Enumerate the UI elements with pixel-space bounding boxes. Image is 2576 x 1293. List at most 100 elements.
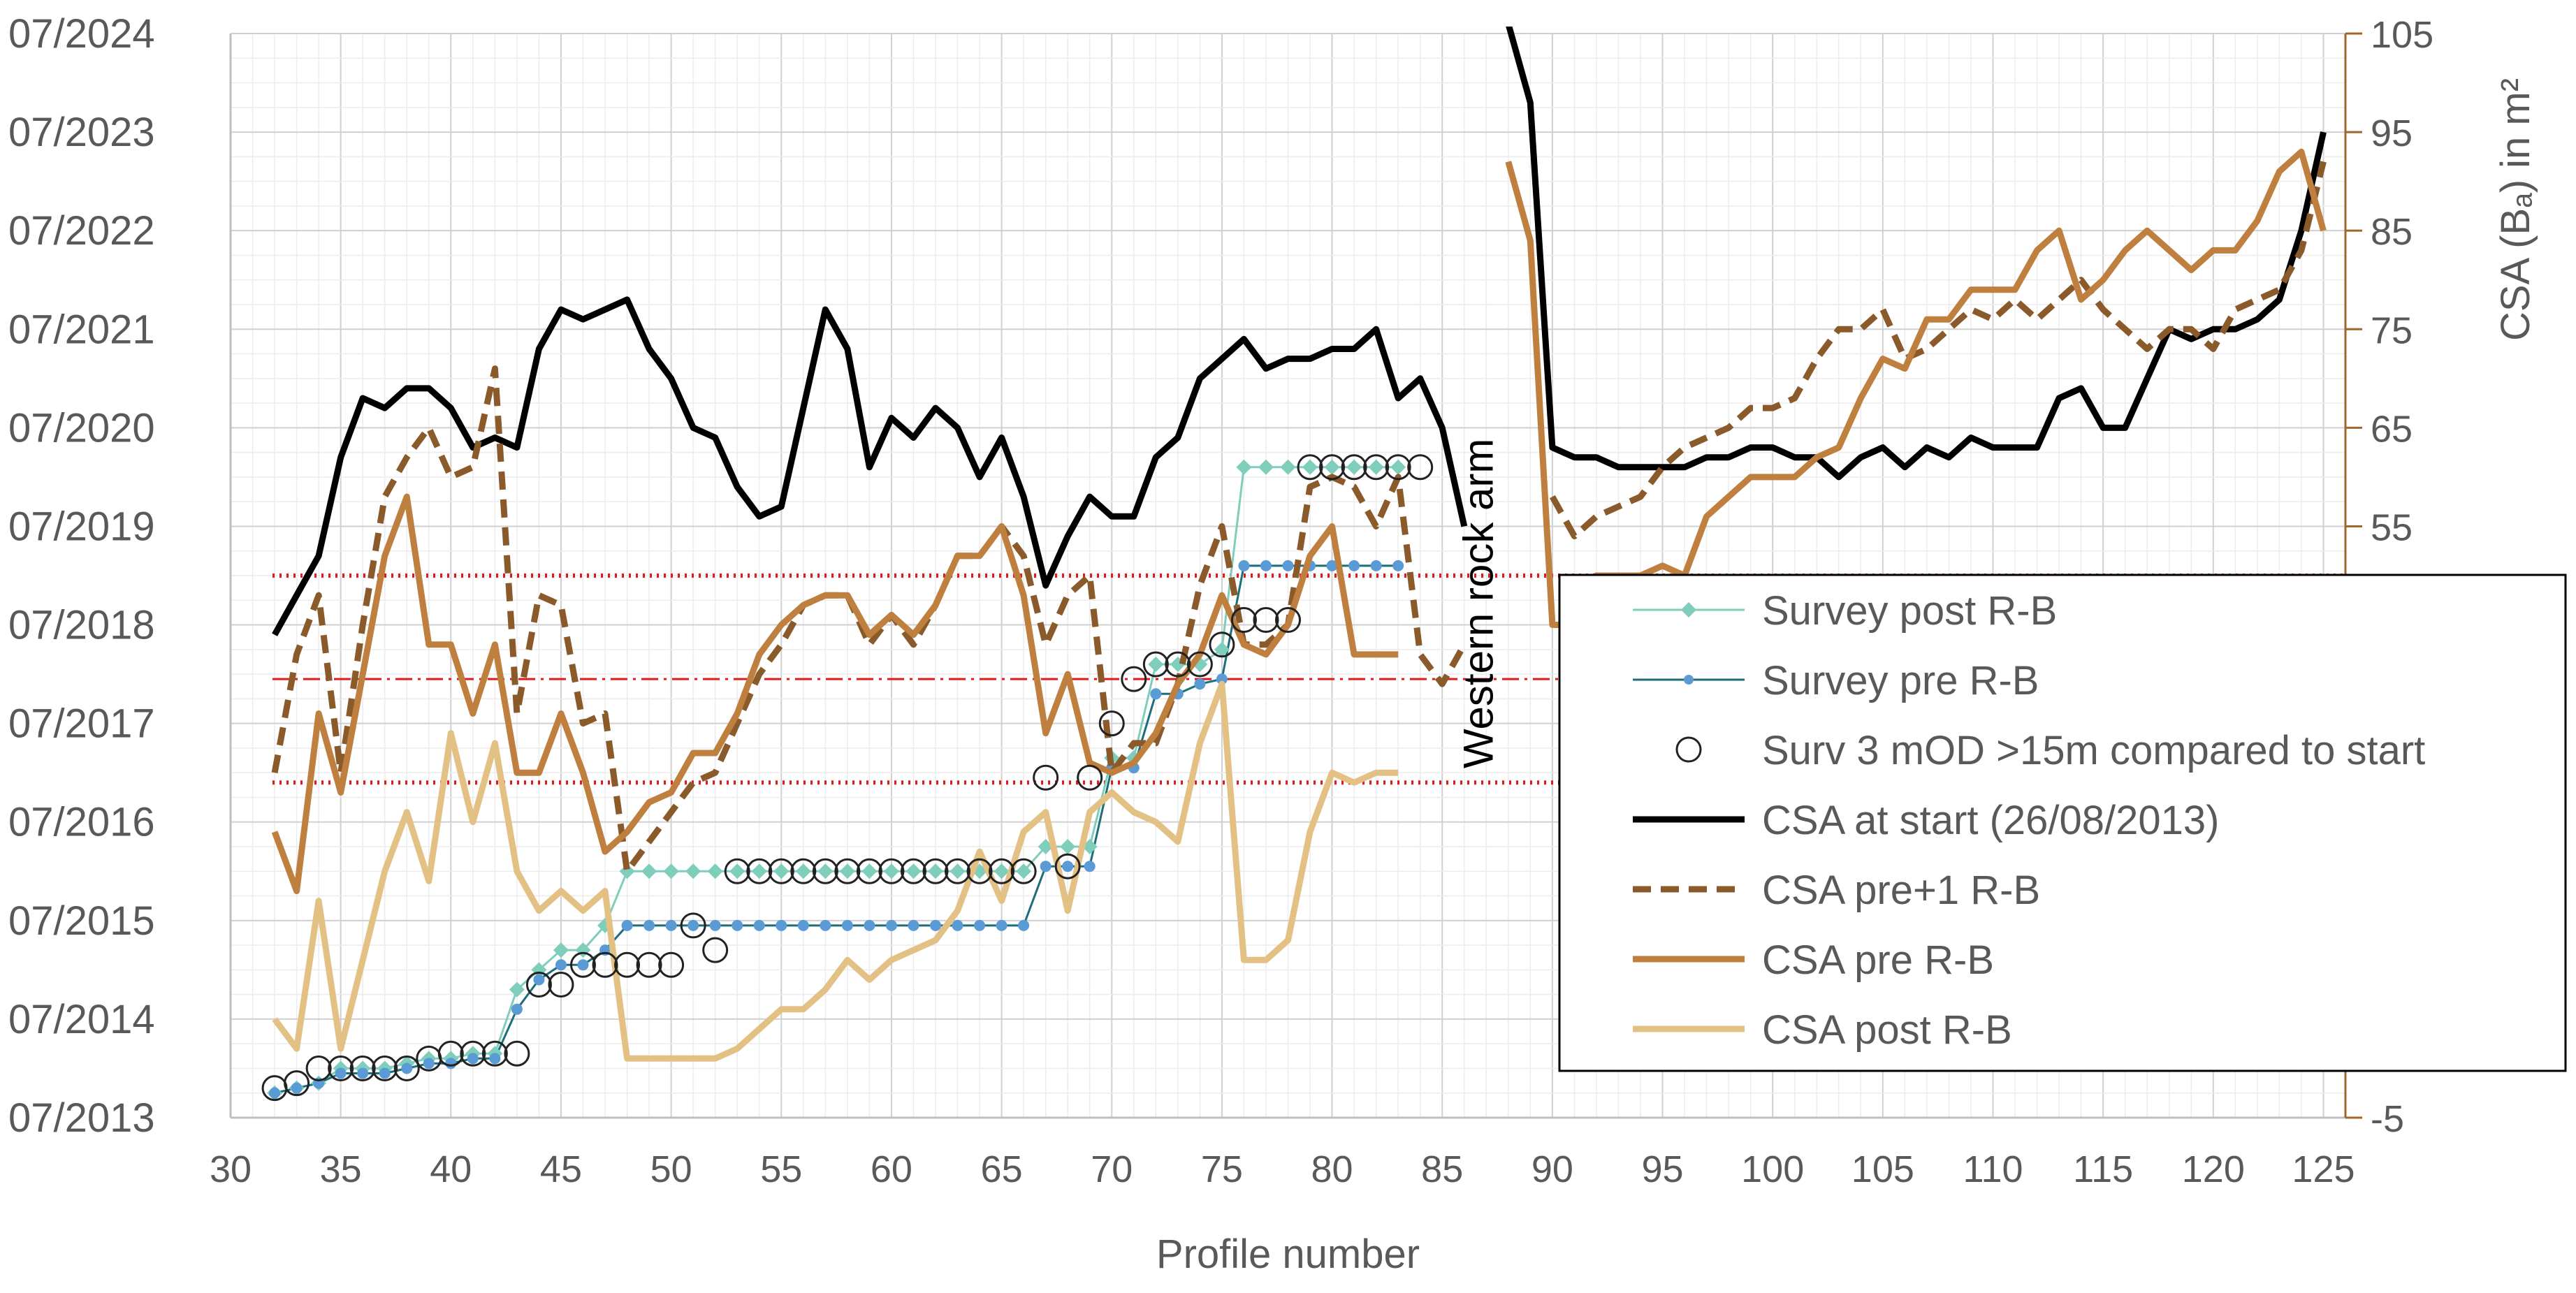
data-point-diamond — [1390, 459, 1406, 475]
data-point-diamond — [553, 942, 569, 958]
data-point-circle — [966, 858, 993, 884]
data-point-dot — [643, 919, 655, 931]
data-point-diamond — [1016, 863, 1032, 879]
data-point-circle — [284, 1070, 310, 1097]
data-point-circle — [724, 858, 750, 884]
data-point-circle — [790, 858, 817, 884]
data-point-circle — [812, 858, 838, 884]
data-point-circle — [305, 1055, 332, 1081]
x-tick-label: 125 — [2292, 1148, 2355, 1190]
data-point-circle — [1407, 454, 1434, 481]
y-right-tick-label: -5 — [2371, 1098, 2404, 1140]
data-point-circle — [1077, 764, 1103, 791]
data-point-diamond — [1148, 656, 1164, 672]
y-left-tick-label: 07/2024 — [8, 11, 155, 57]
data-point-dot — [753, 919, 765, 931]
data-point-diamond — [795, 863, 811, 879]
data-point-circle — [878, 858, 905, 884]
x-tick-label: 120 — [2182, 1148, 2245, 1190]
legend-swatch-marker — [1681, 602, 1696, 618]
y-left-tick-label: 07/2021 — [8, 307, 155, 352]
legend-label: CSA post R-B — [1762, 1007, 2012, 1053]
data-point-dot — [379, 1067, 391, 1079]
data-point-diamond — [1324, 459, 1340, 475]
y-right-tick-label: 105 — [2371, 14, 2433, 56]
data-point-circle — [437, 1040, 464, 1067]
data-point-dot — [908, 919, 919, 931]
data-point-circle — [1230, 606, 1257, 633]
x-tick-label: 105 — [1851, 1148, 1914, 1190]
legend-label: Survey post R-B — [1762, 588, 2057, 634]
data-point-diamond — [905, 863, 922, 879]
annotation-western-rock-arm: Western rock arm — [1455, 439, 1502, 768]
data-point-circle — [1341, 454, 1367, 481]
y-axis-right-title: CSA (Bₐ) in m² — [2493, 78, 2538, 341]
data-point-dot — [1370, 560, 1382, 571]
data-point-circle — [1297, 454, 1323, 481]
data-point-circle — [680, 912, 706, 939]
data-point-circle — [1098, 710, 1125, 737]
data-point-diamond — [994, 863, 1010, 879]
data-point-diamond — [619, 863, 635, 879]
x-tick-label: 100 — [1741, 1148, 1804, 1190]
data-point-diamond — [817, 863, 834, 879]
data-point-diamond — [707, 863, 723, 879]
data-point-diamond — [773, 863, 789, 879]
legend-label: Survey pre R-B — [1762, 658, 2039, 703]
y-right-tick-label: 85 — [2371, 211, 2413, 253]
y-left-tick-label: 07/2019 — [8, 504, 155, 549]
data-point-dot — [401, 1062, 413, 1074]
data-point-dot — [1194, 678, 1206, 690]
x-tick-label: 85 — [1421, 1148, 1463, 1190]
data-point-diamond — [1346, 459, 1362, 475]
data-point-diamond — [1302, 459, 1318, 475]
legend-box — [1558, 574, 2567, 1072]
data-point-circle — [746, 858, 773, 884]
data-point-diamond — [1060, 839, 1076, 854]
data-point-circle — [945, 858, 971, 884]
data-point-circle — [460, 1040, 486, 1067]
data-point-circle — [768, 858, 794, 884]
data-point-circle — [1253, 606, 1279, 633]
data-point-diamond — [839, 863, 855, 879]
x-tick-label: 40 — [430, 1148, 472, 1190]
data-point-circle — [1121, 666, 1147, 692]
data-point-dot — [952, 919, 963, 931]
y-left-tick-label: 07/2018 — [8, 603, 155, 648]
data-point-dot — [467, 1053, 479, 1065]
data-point-circle — [570, 951, 596, 978]
legend-swatch-marker — [1684, 675, 1694, 685]
data-point-dot — [709, 919, 721, 931]
data-point-diamond — [685, 863, 701, 879]
data-point-dot — [577, 959, 589, 971]
legend: Survey post R-B Survey pre R-B Surv 3 mOD … — [1558, 574, 2567, 1072]
data-point-dot — [885, 919, 897, 931]
series-line-3-seg-1 — [1506, 27, 2327, 481]
data-point-diamond — [1258, 459, 1274, 475]
data-point-diamond — [949, 863, 966, 879]
y-left-tick-label: 07/2020 — [8, 405, 155, 451]
data-point-dot — [555, 959, 567, 971]
data-point-dot — [445, 1058, 457, 1069]
data-point-dot — [1326, 560, 1338, 571]
data-point-circle — [592, 951, 618, 978]
data-point-dot — [1150, 688, 1162, 700]
data-point-dot — [1018, 919, 1030, 931]
data-point-circle — [614, 951, 641, 978]
data-point-circle — [525, 972, 552, 998]
data-point-dot — [797, 919, 809, 931]
series-layer — [261, 27, 2327, 1102]
x-tick-label: 35 — [320, 1148, 362, 1190]
data-point-circle — [1010, 858, 1037, 884]
data-point-dot — [732, 919, 743, 931]
data-point-circle — [1385, 454, 1411, 481]
data-point-dot — [930, 919, 941, 931]
data-point-diamond — [883, 863, 899, 879]
x-tick-label: 60 — [871, 1148, 912, 1190]
series-line-5-seg-1 — [1505, 148, 2327, 628]
data-point-dot — [1238, 560, 1250, 571]
y-left-tick-label: 07/2023 — [8, 110, 155, 155]
data-point-diamond — [729, 863, 745, 879]
x-tick-label: 30 — [210, 1148, 252, 1190]
